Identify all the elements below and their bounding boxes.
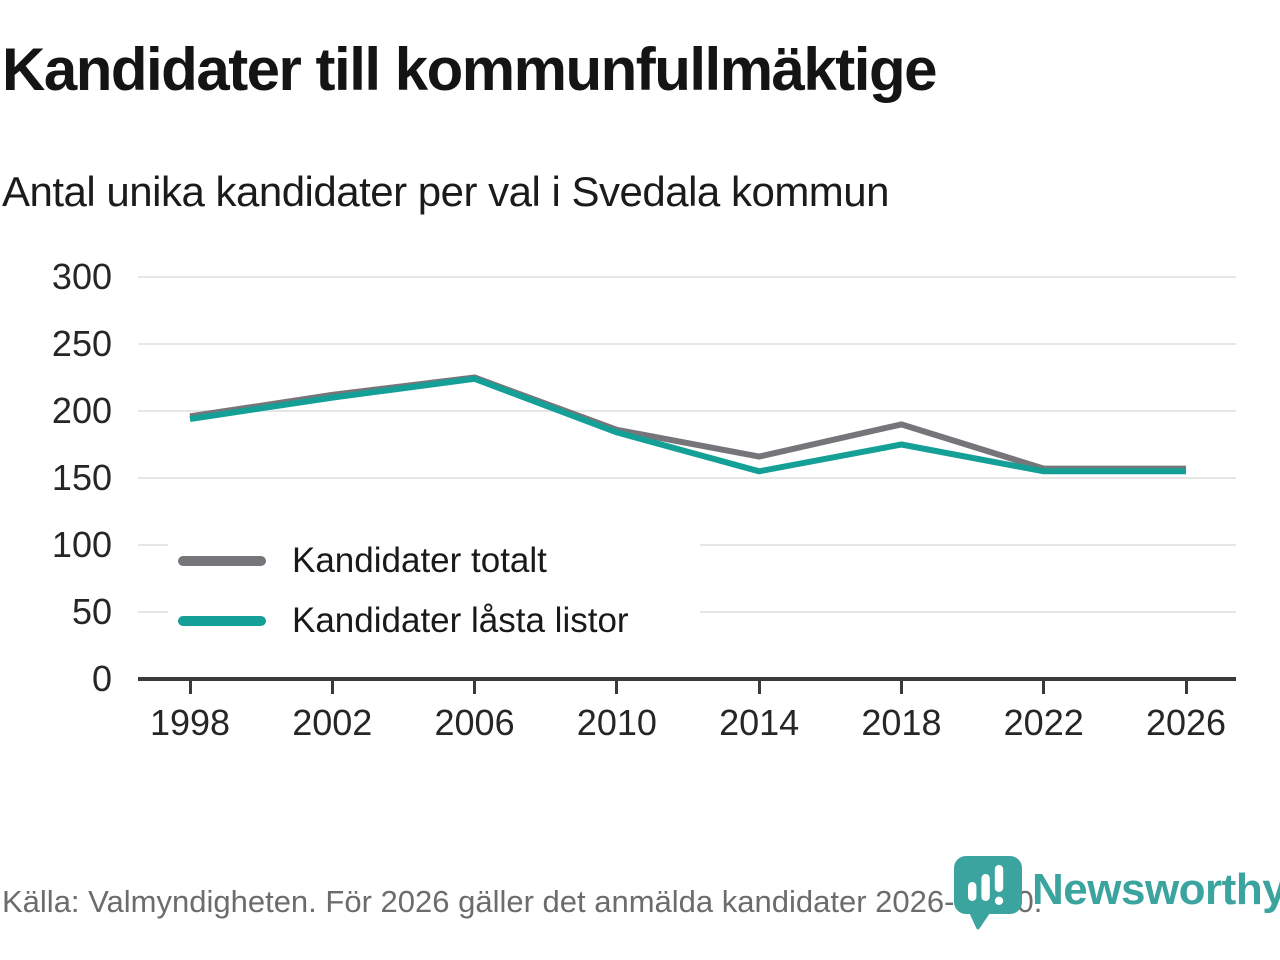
y-tick-label-250: 250 — [51, 323, 112, 364]
x-tick-2010 — [615, 681, 619, 694]
y-tick-label-300: 300 — [51, 256, 112, 297]
x-tick-2022 — [1042, 681, 1046, 694]
newsworthy-logo: Newsworthy — [952, 856, 1280, 934]
x-tick-1998 — [188, 681, 192, 694]
x-tick-2002 — [330, 681, 334, 694]
legend-item-lasta-listor: Kandidater låsta listor — [168, 601, 700, 641]
legend-label-totalt: Kandidater totalt — [292, 541, 547, 580]
gridline-150 — [138, 477, 1236, 479]
x-tick-label-2006: 2006 — [434, 702, 515, 743]
y-tick-label-200: 200 — [51, 390, 112, 431]
x-tick-label-2002: 2002 — [292, 702, 373, 743]
x-tick-label-2018: 2018 — [861, 702, 942, 743]
legend-label-lasta-listor: Kandidater låsta listor — [292, 601, 629, 640]
x-tick-2026 — [1184, 681, 1188, 694]
y-tick-label-100: 100 — [51, 524, 112, 565]
x-axis-line — [138, 677, 1236, 681]
gridline-300 — [138, 276, 1236, 278]
x-tick-label-2022: 2022 — [1003, 702, 1084, 743]
newsworthy-pin-icon — [954, 856, 1022, 930]
legend-swatch-lasta-listor — [178, 616, 266, 626]
x-tick-label-1998: 1998 — [149, 702, 231, 743]
y-tick-label-0: 0 — [91, 658, 112, 699]
x-tick-label-2014: 2014 — [719, 702, 800, 743]
x-tick-label-2026: 2026 — [1145, 702, 1227, 743]
chart-title: Kandidater till kommunfullmäktige — [2, 36, 937, 103]
series-line-1 — [189, 375, 1186, 475]
x-tick-2006 — [473, 681, 477, 694]
source-note: Källa: Valmyndigheten. För 2026 gäller d… — [2, 884, 1043, 919]
chart-subtitle: Antal unika kandidater per val i Svedala… — [2, 168, 890, 215]
x-tick-2018 — [899, 681, 903, 694]
legend: Kandidater totalt Kandidater låsta listo… — [168, 531, 700, 651]
gridline-250 — [138, 343, 1236, 345]
legend-item-totalt: Kandidater totalt — [168, 541, 700, 581]
y-tick-label-150: 150 — [51, 457, 112, 498]
x-tick-2014 — [757, 681, 761, 694]
newsworthy-wordmark: Newsworthy — [1032, 865, 1280, 914]
gridline-200 — [138, 410, 1236, 412]
x-tick-label-2010: 2010 — [576, 702, 657, 743]
y-tick-label-50: 50 — [71, 591, 112, 632]
legend-swatch-totalt — [178, 556, 266, 566]
